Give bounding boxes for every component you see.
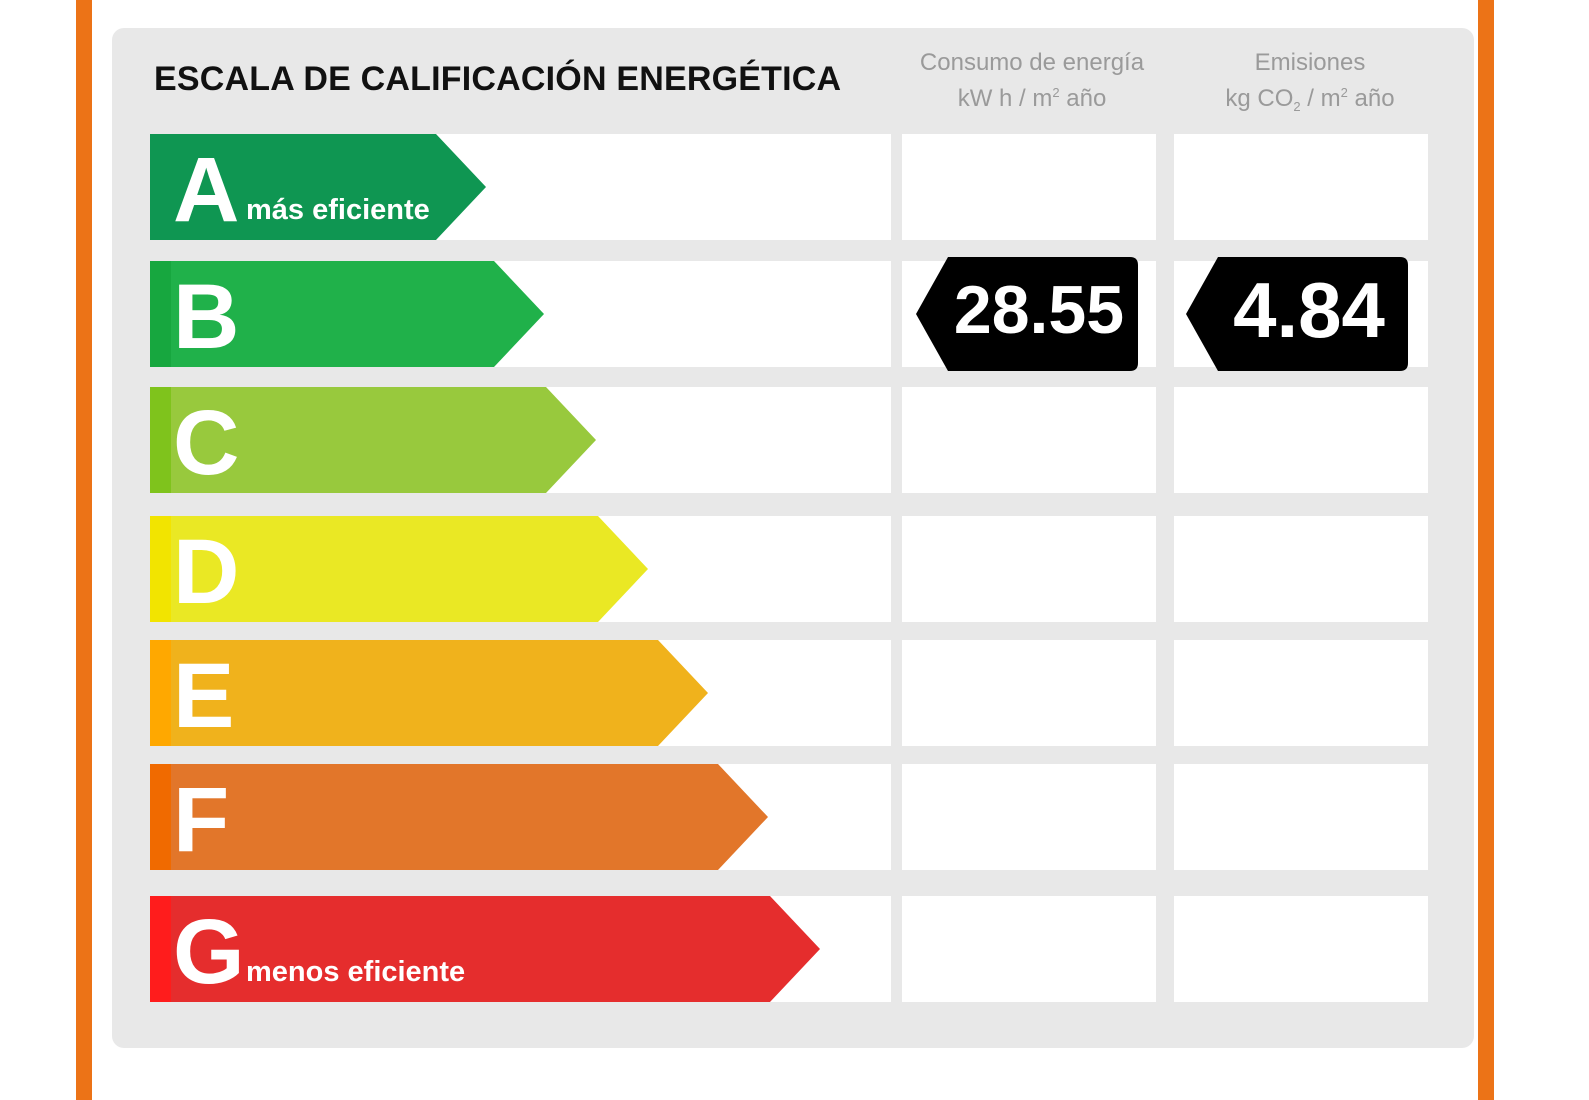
rating-arrow-fill-f bbox=[150, 764, 768, 870]
rating-arrow-fill-e bbox=[150, 640, 708, 746]
rating-arrow-fill-c bbox=[150, 387, 596, 493]
emissions-result-badge-shape bbox=[1186, 257, 1408, 371]
rating-arrow-stripe-a bbox=[150, 134, 171, 240]
rating-arrow-stripe-e bbox=[150, 640, 171, 746]
emissions-cell-a bbox=[1174, 134, 1428, 240]
energy-cell-g bbox=[902, 896, 1156, 1002]
scale-title: ESCALA DE CALIFICACIÓN ENERGÉTICA bbox=[154, 60, 842, 98]
rating-arrow-shape-b bbox=[150, 261, 544, 367]
rating-arrow-g bbox=[150, 896, 820, 1002]
rating-arrow-b bbox=[150, 261, 544, 367]
rating-label-g: menos eficiente bbox=[246, 956, 466, 988]
rating-arrow-shape-f bbox=[150, 764, 768, 870]
rating-arrow-stripe-c bbox=[150, 387, 171, 493]
energy-cell-c bbox=[902, 387, 1156, 493]
energy-result-badge-shape bbox=[916, 257, 1138, 371]
rating-letter-e: E bbox=[173, 645, 235, 747]
rating-letter-b: B bbox=[173, 266, 240, 368]
energy-header-line1: Consumo de energía bbox=[919, 49, 1145, 76]
emissions-header-line2: kg CO2 / m2 año bbox=[1225, 85, 1395, 114]
rating-letter-a: A bbox=[173, 139, 240, 241]
rating-arrow-shape-c bbox=[150, 387, 596, 493]
rating-arrow-fill-g bbox=[150, 896, 820, 1002]
rating-label-a: más eficiente bbox=[246, 194, 430, 226]
rating-arrow-fill-a bbox=[150, 134, 486, 240]
rating-arrow-f bbox=[150, 764, 768, 870]
rating-arrow-d bbox=[150, 516, 648, 622]
energy-result-badge: 28.55 bbox=[916, 257, 1138, 371]
energy-result-badge-fill bbox=[916, 257, 1138, 371]
energy-cell-e bbox=[902, 640, 1156, 746]
emissions-cell-e bbox=[1174, 640, 1428, 746]
emissions-column-header: Emisiones kg CO2 / m2 año bbox=[1178, 48, 1442, 122]
rating-arrow-e bbox=[150, 640, 708, 746]
rating-arrow-fill-b bbox=[150, 261, 544, 367]
rating-arrow-stripe-d bbox=[150, 516, 171, 622]
energy-column-header: Consumo de energía kW h / m2 año bbox=[900, 48, 1164, 114]
rating-letter-g: G bbox=[173, 901, 245, 1003]
rating-arrow-a bbox=[150, 134, 486, 240]
rating-arrow-shape-d bbox=[150, 516, 648, 622]
emissions-result-value: 4.84 bbox=[1233, 266, 1385, 354]
rating-arrow-c bbox=[150, 387, 596, 493]
rating-arrow-shape-e bbox=[150, 640, 708, 746]
emissions-result-badge: 4.84 bbox=[1186, 257, 1408, 371]
rating-arrow-stripe-f bbox=[150, 764, 171, 870]
energy-header-line2: kW h / m2 año bbox=[957, 85, 1107, 112]
rating-arrow-fill-d bbox=[150, 516, 648, 622]
rating-letter-f: F bbox=[173, 769, 230, 871]
rating-letter-d: D bbox=[173, 521, 240, 623]
rating-arrow-stripe-g bbox=[150, 896, 171, 1002]
rating-arrow-shape-g bbox=[150, 896, 820, 1002]
energy-cell-a bbox=[902, 134, 1156, 240]
energy-cell-d bbox=[902, 516, 1156, 622]
energy-result-value: 28.55 bbox=[953, 272, 1125, 348]
emissions-cell-d bbox=[1174, 516, 1428, 622]
emissions-header-line1: Emisiones bbox=[1254, 49, 1366, 76]
rating-letter-c: C bbox=[173, 392, 240, 494]
emissions-cell-c bbox=[1174, 387, 1428, 493]
rating-arrow-shape-a bbox=[150, 134, 486, 240]
rating-arrow-stripe-b bbox=[150, 261, 171, 367]
energy-cell-f bbox=[902, 764, 1156, 870]
emissions-result-badge-fill bbox=[1186, 257, 1408, 371]
emissions-cell-f bbox=[1174, 764, 1428, 870]
emissions-cell-g bbox=[1174, 896, 1428, 1002]
